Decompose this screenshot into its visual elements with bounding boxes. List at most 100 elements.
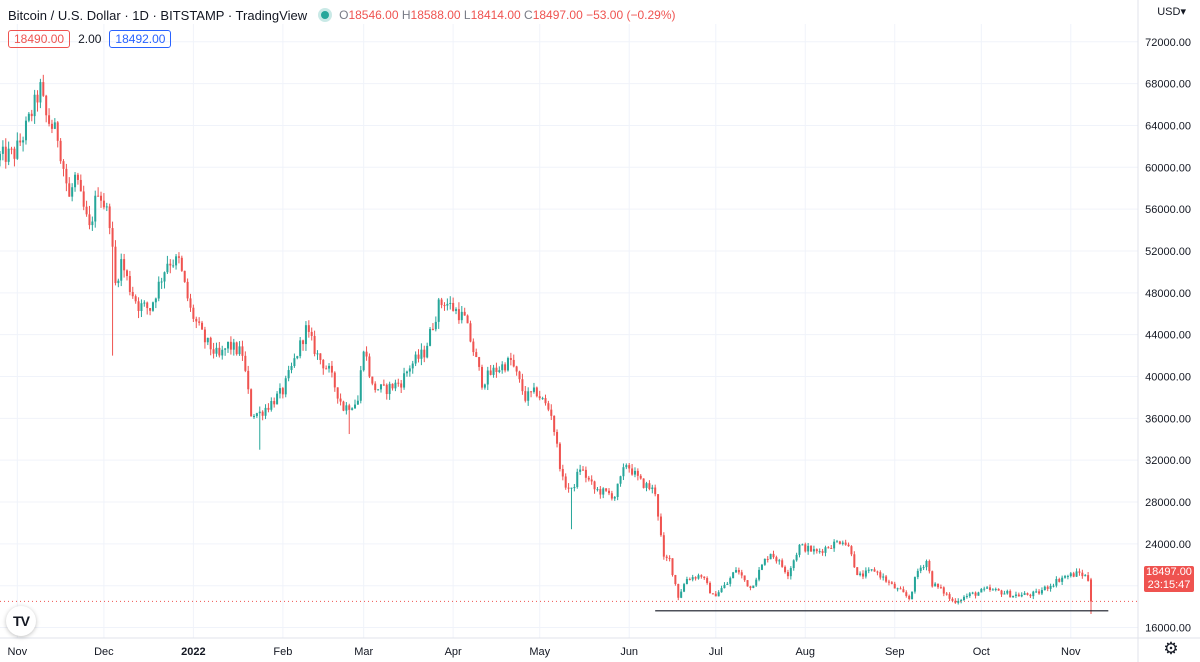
candle-body [965,596,968,598]
candle [743,575,746,582]
candle-body [166,263,169,273]
candle [737,567,740,575]
candle [495,362,498,378]
candle [1023,591,1026,596]
candle-body [348,405,351,410]
candle-body [206,337,209,343]
candle-body [33,94,36,117]
candle-body [864,570,867,577]
candle-body [905,592,908,596]
candle-body [13,148,16,159]
candle [1014,591,1017,599]
candle [948,592,951,602]
candle-body [304,325,307,345]
candle-body [469,323,472,342]
candle [1058,577,1061,583]
candle-body [1064,576,1067,578]
candle-body [763,558,766,565]
candle [662,532,665,560]
candle-body [1049,585,1052,589]
candle [394,379,397,392]
symbol-title[interactable]: Bitcoin / U.S. Dollar · 1D · BITSTAMP · … [8,7,308,23]
bid-price[interactable]: 18490.00 [8,30,71,48]
candle [567,483,570,493]
candle-body [492,367,495,375]
candle-body [827,547,830,549]
price-axis[interactable]: 72000.00 68000.00 64000.00 60000.00 56000.00… [1137,0,1191,662]
candle-body [570,487,573,489]
candle-body [734,570,738,573]
spread-value: 2.00 [78,32,102,46]
candle [429,326,432,347]
y-tick-label: 56000.00 [1145,204,1191,216]
candle-body [353,404,357,409]
candle-body [382,384,385,386]
candle [154,297,157,309]
candle-body [937,583,940,588]
candle [576,468,579,489]
candle-body [619,476,622,484]
candle [348,403,351,435]
candle [1026,592,1029,596]
y-tick-label: 52000.00 [1145,246,1191,258]
candle [538,390,541,401]
candle-body [1055,579,1058,586]
time-axis[interactable]: Nov Dec 2022 Feb Mar Apr May Jun Jul Aug Sep Oct Nov [0,637,1200,658]
candle [215,342,218,357]
candle-body [786,572,789,577]
candle-body [388,383,391,395]
candle-body [804,544,807,552]
candle [365,346,368,361]
candle [841,540,844,546]
candle-body [322,359,325,369]
gear-icon[interactable]: ⚙ [1163,639,1179,658]
candle-body [486,370,489,385]
candle-body [899,588,902,590]
candle [596,487,599,492]
candle [642,478,645,489]
candle-body [798,544,801,555]
candle-body [437,299,440,322]
candle [668,555,671,562]
candle [1046,585,1049,592]
candle [700,574,703,579]
candle [1000,589,1003,598]
candle-body [859,573,862,576]
candle-body [908,595,911,600]
candle-body [697,575,700,579]
candle [527,387,530,406]
ask-price[interactable]: 18492.00 [109,30,172,48]
candle-body [596,489,599,491]
candle [65,163,68,192]
candle [697,573,700,580]
tradingview-logo-icon[interactable]: TV [6,606,36,636]
candle [345,402,348,415]
candle [408,365,411,377]
candle [42,74,45,97]
candle [867,567,870,574]
candle-body [429,328,432,346]
candle-body [746,580,749,587]
candle-body [405,371,408,374]
candle [622,463,625,481]
currency-selector[interactable]: USD▾ [1157,5,1186,18]
candle [553,415,556,436]
candle-body [146,302,149,309]
candle [131,286,134,299]
candle-body [564,476,567,488]
candle [784,565,787,574]
candle-body [980,588,983,593]
candle [134,294,137,304]
candle [143,300,146,307]
candle [189,293,192,312]
candle [342,400,345,412]
candle [532,382,535,394]
candle-body [651,487,654,490]
candle [986,585,989,589]
candle [677,583,680,601]
candle-body [659,516,662,536]
symbol-header[interactable]: Bitcoin / U.S. Dollar · 1D · BITSTAMP · … [8,6,676,24]
candle-body [140,303,143,311]
candle [683,582,686,593]
